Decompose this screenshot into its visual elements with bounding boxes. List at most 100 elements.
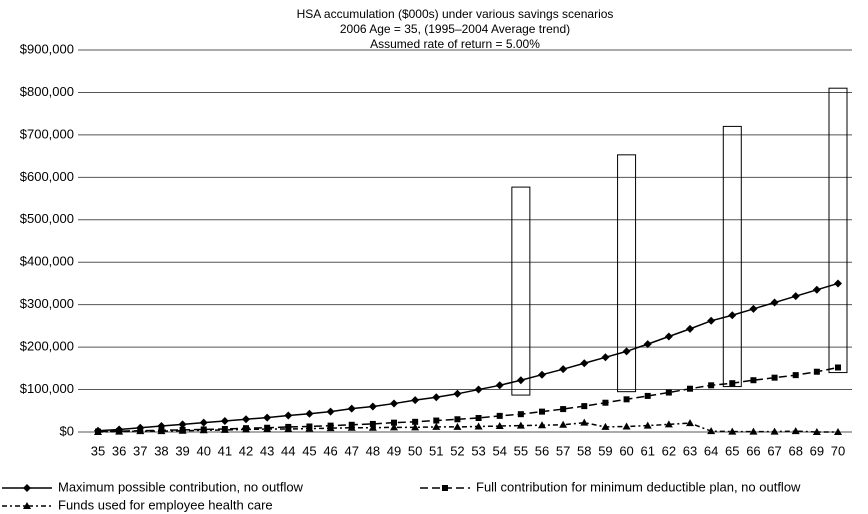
x-tick-label: 56: [535, 443, 549, 458]
point: [622, 422, 631, 430]
y-tick-label: $800,000: [20, 84, 74, 99]
point: [623, 396, 630, 403]
x-tick-label: 68: [788, 443, 802, 458]
x-tick-label: 66: [746, 443, 760, 458]
point: [347, 404, 356, 413]
point: [812, 285, 821, 294]
point: [516, 421, 525, 429]
point: [411, 396, 420, 405]
point: [411, 423, 420, 431]
point: [453, 422, 462, 430]
x-tick-label: 45: [302, 443, 316, 458]
point: [220, 425, 229, 433]
point: [178, 420, 187, 429]
point: [728, 427, 737, 435]
x-tick-label: 37: [133, 443, 147, 458]
point: [495, 422, 504, 430]
point: [791, 292, 800, 301]
x-tick-label: 46: [323, 443, 337, 458]
point: [136, 427, 145, 435]
range-box: [511, 186, 531, 396]
point: [539, 408, 545, 415]
point: [559, 365, 568, 374]
x-tick-label: 48: [366, 443, 380, 458]
legend-label: Funds used for employee health care: [58, 497, 273, 512]
point: [560, 406, 567, 413]
point: [412, 418, 419, 425]
point: [368, 423, 377, 431]
point: [749, 427, 758, 435]
point: [516, 376, 525, 385]
point: [263, 413, 272, 422]
point: [496, 412, 503, 419]
series-line: [97, 282, 839, 432]
legend-marker: [23, 502, 31, 509]
point: [601, 422, 610, 430]
point: [199, 418, 208, 427]
x-tick-label: 38: [154, 443, 168, 458]
point: [622, 347, 631, 356]
point: [729, 380, 736, 387]
y-tick-label: $900,000: [20, 41, 74, 56]
point: [749, 304, 758, 313]
point: [263, 425, 272, 433]
x-tick-label: 63: [683, 443, 697, 458]
point: [687, 385, 693, 392]
point: [686, 324, 694, 333]
point: [834, 428, 842, 435]
series-line: [97, 421, 838, 433]
y-tick-label: $300,000: [20, 296, 74, 311]
point: [792, 372, 799, 379]
point: [199, 426, 208, 434]
point: [601, 353, 610, 362]
x-tick-label: 70: [831, 443, 845, 458]
x-tick-label: 40: [196, 443, 210, 458]
point: [284, 411, 293, 420]
point: [157, 427, 166, 435]
point: [326, 424, 335, 432]
point: [432, 393, 441, 402]
x-tick-label: 54: [492, 443, 506, 458]
x-tick-label: 53: [471, 443, 485, 458]
point: [242, 415, 250, 424]
point: [602, 399, 609, 406]
x-tick-label: 41: [218, 443, 232, 458]
point: [495, 381, 504, 390]
y-tick-label: $0: [60, 423, 74, 438]
point: [538, 370, 546, 379]
point: [834, 279, 842, 288]
point: [664, 420, 673, 428]
point: [813, 368, 820, 375]
x-tick-label: 44: [281, 443, 295, 458]
point: [643, 340, 652, 349]
x-tick-label: 60: [619, 443, 633, 458]
x-tick-label: 47: [344, 443, 358, 458]
legend-label: Full contribution for minimum deductible…: [476, 479, 801, 494]
point: [305, 409, 314, 418]
point: [284, 425, 293, 433]
point: [454, 416, 461, 423]
legend-marker: [442, 485, 448, 491]
point: [347, 423, 356, 431]
point: [305, 424, 314, 432]
y-tick-label: $200,000: [20, 339, 74, 354]
x-tick-label: 50: [408, 443, 422, 458]
x-tick-label: 36: [112, 443, 126, 458]
chart-subtitle: Assumed rate of return = 5.00%: [370, 37, 540, 51]
point: [368, 402, 377, 411]
legend-label: Maximum possible contribution, no outflo…: [58, 479, 304, 494]
point: [433, 417, 440, 424]
point: [474, 385, 483, 394]
x-tick-label: 64: [704, 443, 718, 458]
point: [580, 359, 589, 368]
y-tick-label: $500,000: [20, 211, 74, 226]
point: [665, 389, 672, 396]
point: [94, 428, 102, 435]
point: [770, 427, 779, 435]
x-tick-label: 69: [810, 443, 824, 458]
point: [453, 389, 462, 398]
y-tick-label: $600,000: [20, 169, 74, 184]
point: [178, 426, 187, 434]
chart-subtitle: 2006 Age = 35, (1995–2004 Average trend): [340, 22, 570, 36]
